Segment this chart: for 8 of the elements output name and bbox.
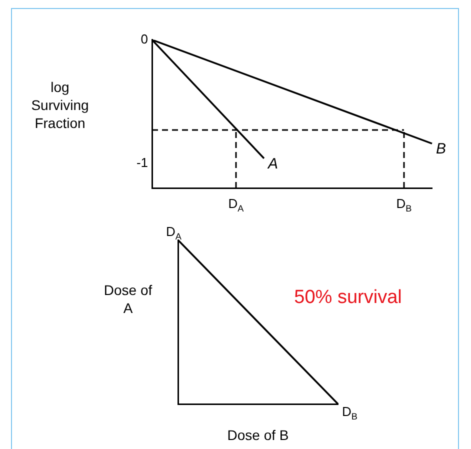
- y-tick-label: 0: [140, 31, 148, 46]
- y-axis-title: log Surviving Fraction: [31, 78, 89, 131]
- series-label: B: [436, 140, 446, 158]
- y-tick-label: -1: [136, 154, 148, 170]
- x-axis-title: Dose of B: [227, 426, 289, 443]
- series-label: A: [267, 156, 278, 173]
- y-axis-title: Dose of A: [104, 282, 152, 316]
- annotation: 50% survival: [294, 287, 402, 308]
